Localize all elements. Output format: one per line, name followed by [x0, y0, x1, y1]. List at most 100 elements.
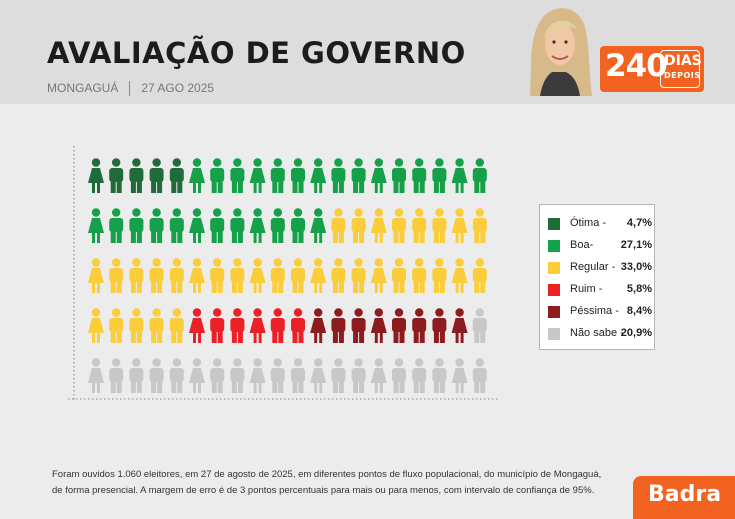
person-icon-boa	[149, 208, 164, 243]
person-icon-otima	[129, 158, 144, 193]
pictograph-chart	[68, 146, 500, 400]
person-icon-regular	[331, 208, 346, 243]
brand-name: Badra	[648, 482, 722, 507]
person-icon-regular	[88, 258, 104, 293]
person-icon-nao-sabe	[230, 358, 245, 393]
person-icon-regular	[451, 208, 468, 243]
person-icon-boa	[432, 158, 447, 193]
methodology-line-2: de forma presencial. A margem de erro é …	[52, 485, 595, 496]
legend-item: Regular - 33,0%	[548, 259, 652, 277]
person-icon-regular	[412, 258, 427, 293]
days-badge: 240 DIAS DEPOIS	[600, 46, 704, 92]
person-icon-otima	[88, 158, 104, 193]
person-icon-pessima	[451, 308, 468, 343]
person-icon-regular	[351, 208, 366, 243]
person-icon-pessima	[392, 308, 406, 343]
location-label: MONGAGUÁ	[47, 81, 119, 95]
legend-item: Não sabe -20,9%	[548, 325, 652, 343]
person-icon-ruim	[189, 308, 205, 343]
person-icon-boa	[129, 208, 144, 243]
person-icon-regular	[210, 258, 225, 293]
person-icon-ruim	[270, 308, 285, 343]
badge-word-depois: DEPOIS	[664, 71, 701, 80]
person-icon-regular	[392, 208, 406, 243]
person-icon-regular	[129, 308, 144, 343]
person-icon-regular	[351, 258, 366, 293]
person-icon-nao-sabe	[370, 358, 387, 393]
person-icon-pessima	[310, 308, 327, 343]
person-icon-ruim	[230, 308, 245, 343]
legend-value: 20,9%	[620, 327, 652, 339]
person-icon-regular	[370, 208, 387, 243]
person-icon-boa	[310, 208, 327, 243]
person-icon-regular	[149, 258, 164, 293]
person-icon-boa	[169, 208, 184, 243]
person-icon-boa	[249, 208, 266, 243]
subtitle: MONGAGUÁ 27 AGO 2025	[47, 81, 214, 97]
legend-swatch	[548, 284, 560, 296]
person-icon-boa	[249, 158, 266, 193]
legend-value: 27,1%	[620, 239, 652, 251]
person-icon-regular	[291, 258, 305, 293]
legend-label: Ruim -	[570, 283, 603, 295]
legend-label: Boa-	[570, 239, 594, 251]
legend-value: 5,8%	[626, 283, 652, 295]
person-icon-pessima	[351, 308, 366, 343]
person-icon-regular	[310, 258, 327, 293]
person-icon-otima	[109, 158, 124, 193]
person-icon-regular	[88, 308, 104, 343]
legend-label: Ótima -	[570, 217, 607, 229]
person-icon-boa	[230, 158, 245, 193]
person-icon-nao-sabe	[392, 358, 406, 393]
person-icon-regular	[270, 258, 285, 293]
person-icon-nao-sabe	[310, 358, 327, 393]
person-icon-boa	[88, 208, 104, 243]
person-icon-regular	[109, 258, 124, 293]
person-icon-nao-sabe	[169, 358, 184, 393]
person-icon-ruim	[210, 308, 225, 343]
person-icon-regular	[129, 258, 144, 293]
badge-frame	[660, 50, 700, 88]
person-icon-boa	[210, 158, 225, 193]
person-icon-boa	[189, 158, 205, 193]
person-icon-boa	[189, 208, 205, 243]
person-icon-regular	[432, 258, 447, 293]
person-icon-nao-sabe	[149, 358, 164, 393]
person-icon-boa	[270, 158, 285, 193]
person-icon-pessima	[412, 308, 427, 343]
person-icon-regular	[412, 208, 427, 243]
person-icon-boa	[310, 158, 327, 193]
person-icon-nao-sabe	[351, 358, 366, 393]
person-icon-boa	[370, 158, 387, 193]
subtitle-divider	[129, 81, 131, 97]
person-icon-nao-sabe	[210, 358, 225, 393]
person-icon-ruim	[291, 308, 305, 343]
person-icon-nao-sabe	[270, 358, 285, 393]
legend-value: 4,7%	[626, 217, 652, 229]
person-icon-boa	[451, 158, 468, 193]
person-icon-boa	[109, 208, 124, 243]
person-icon-nao-sabe	[472, 358, 487, 393]
person-icon-ruim	[249, 308, 266, 343]
legend-item: Boa- 27,1%	[548, 237, 652, 255]
person-icon-boa	[331, 158, 346, 193]
person-icon-regular	[189, 258, 205, 293]
person-icon-pessima	[432, 308, 447, 343]
person-icon-pessima	[370, 308, 387, 343]
legend-swatch	[548, 262, 560, 274]
person-icon-regular	[169, 258, 184, 293]
legend-value: 33,0%	[620, 261, 652, 273]
person-icon-nao-sabe	[88, 358, 104, 393]
person-icon-regular	[472, 258, 487, 293]
person-icon-boa	[412, 158, 427, 193]
person-icon-boa	[472, 158, 487, 193]
person-icon-regular	[109, 308, 124, 343]
badge-word-dias: DIAS	[664, 53, 702, 69]
legend-item: Ótima - 4,7%	[548, 215, 652, 233]
person-icon-boa	[230, 208, 245, 243]
legend-swatch	[548, 240, 560, 252]
person-icon-boa	[392, 158, 406, 193]
person-icon-regular	[392, 258, 406, 293]
person-icon-regular	[249, 258, 266, 293]
person-icon-regular	[230, 258, 245, 293]
